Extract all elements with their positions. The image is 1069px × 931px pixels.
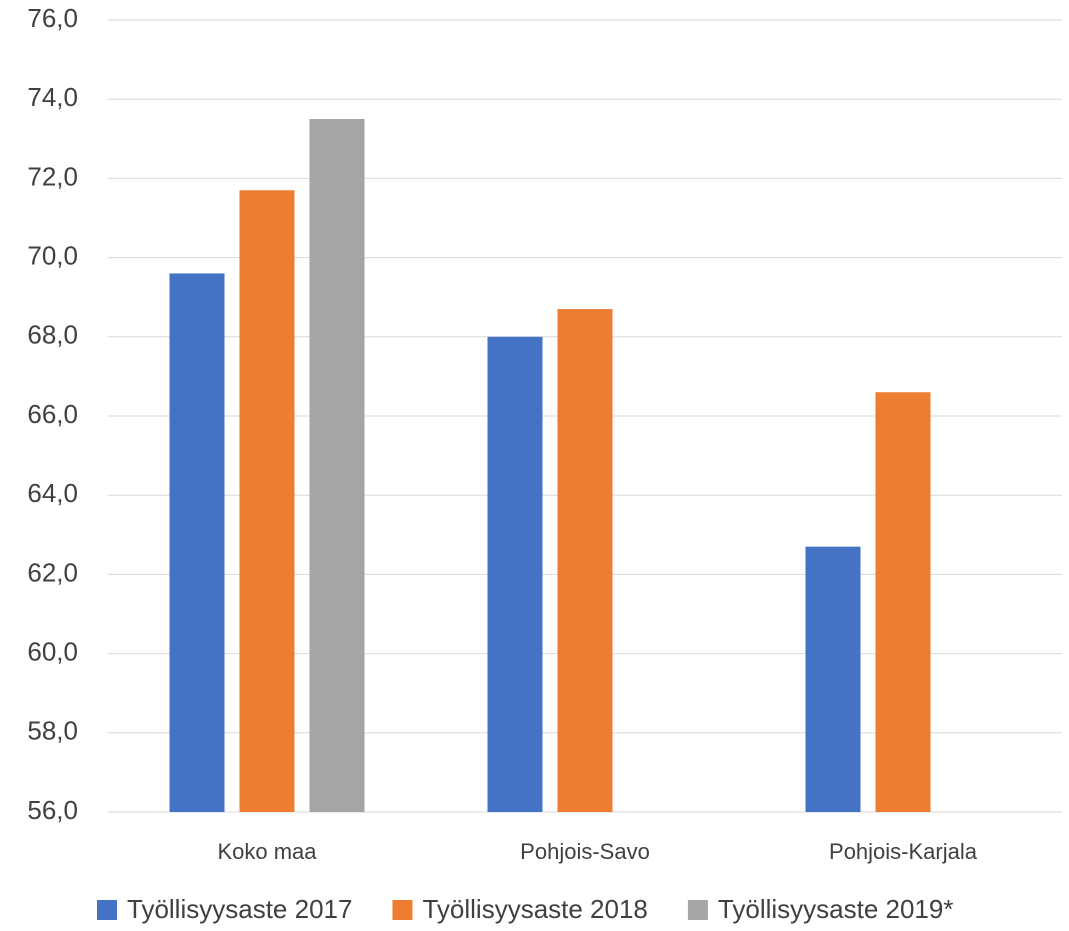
y-tick-label: 64,0 [27, 478, 78, 508]
y-tick-label: 66,0 [27, 399, 78, 429]
legend-label: Työllisyysaste 2017 [127, 894, 352, 924]
x-tick-label: Pohjois-Karjala [829, 839, 978, 864]
legend-swatch [392, 900, 413, 920]
x-tick-label: Koko maa [217, 839, 317, 864]
legend-swatch [97, 900, 117, 920]
legend-swatch [687, 900, 708, 920]
bar [169, 273, 225, 812]
legend-label: Työllisyysaste 2018 [422, 894, 647, 924]
bar [239, 190, 295, 812]
y-tick-label: 56,0 [27, 795, 78, 825]
y-tick-label: 60,0 [27, 636, 78, 666]
legend-label: Työllisyysaste 2019* [718, 894, 954, 924]
bar [805, 546, 861, 812]
y-tick-label: 76,0 [27, 3, 78, 33]
bar [309, 119, 365, 812]
bar [875, 392, 931, 812]
y-tick-label: 58,0 [27, 716, 78, 746]
bar [487, 336, 543, 812]
y-tick-label: 62,0 [27, 557, 78, 587]
y-tick-label: 70,0 [27, 240, 78, 270]
bar [557, 309, 613, 812]
x-tick-label: Pohjois-Savo [520, 839, 650, 864]
y-tick-label: 68,0 [27, 320, 78, 350]
y-tick-label: 72,0 [27, 161, 78, 191]
y-tick-label: 74,0 [27, 82, 78, 112]
